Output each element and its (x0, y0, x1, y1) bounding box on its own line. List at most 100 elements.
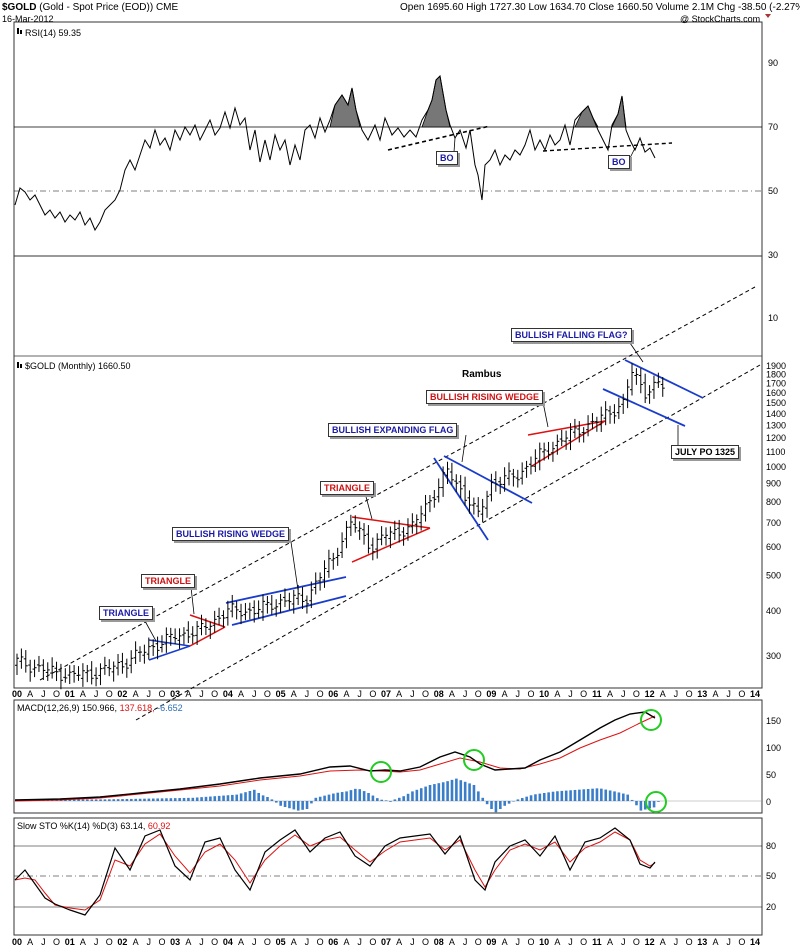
macd-hist-bar (622, 793, 625, 801)
macd-hist-bar (204, 796, 208, 801)
macd-hist-bar (371, 795, 375, 801)
x-label-bottom-9: A (133, 937, 139, 947)
x-label-bottom-56: 14 (750, 937, 760, 947)
x-label-top-37: A (502, 689, 508, 699)
rsi-label: RSI(14) 59.35 (25, 28, 82, 38)
macd-cross-circle-3 (640, 709, 662, 731)
macd-tick-0: 0 (766, 797, 771, 807)
macd-hist-bar (358, 789, 362, 801)
macd-hist-bar (138, 798, 142, 801)
x-label-bottom-42: J (568, 937, 573, 947)
macd-hist-bar (507, 801, 511, 804)
macd-tick-150: 150 (766, 716, 781, 726)
x-label-bottom-26: J (357, 937, 362, 947)
macd-hist-bar (125, 799, 129, 801)
macd-signal-line (14, 715, 656, 802)
macd-hist-bar (604, 789, 608, 801)
macd-hist-bar (446, 781, 449, 801)
macd-hist-bar (257, 793, 261, 801)
sto-k-line (14, 827, 656, 916)
x-label-bottom-3: O (53, 937, 60, 947)
x-label-top-5: A (80, 689, 86, 699)
macd-cross-circle-1 (370, 761, 392, 783)
macd-hist-bar (393, 799, 397, 801)
macd-hist-bar (419, 788, 423, 801)
x-label-bottom-37: A (502, 937, 508, 947)
x-label-top-33: A (449, 689, 455, 699)
macd-hist-bar (160, 798, 164, 801)
x-label-top-20: 05 (276, 689, 286, 699)
x-label-bottom-2: J (41, 937, 46, 947)
macd-hist-bar (239, 793, 243, 801)
macd-hist-bar (573, 789, 577, 801)
macd-tick-100: 100 (766, 743, 781, 753)
macd-hist-bar (169, 798, 173, 801)
macd-hist-bar (560, 790, 564, 801)
x-label-bottom-5: A (80, 937, 86, 947)
macd-hist-bar (499, 801, 502, 809)
macd-hist-bar (657, 801, 660, 802)
annotation-bullish-expanding-flag: BULLISH EXPANDING FLAG (328, 423, 458, 437)
macd-hist-bar (582, 789, 586, 801)
x-label-top-12: 03 (170, 689, 180, 699)
x-label-bottom-21: A (291, 937, 297, 947)
x-label-bottom-22: J (305, 937, 310, 947)
macd-hist-bar (130, 798, 133, 801)
macd-hist-bar (270, 799, 274, 801)
price-tick-1800: 1800 (766, 369, 786, 379)
x-label-top-8: 02 (117, 689, 127, 699)
price-tick-1900: 1900 (766, 361, 786, 371)
macd-hist-bar (397, 797, 401, 801)
x-label-top-39: O (527, 689, 534, 699)
macd-hist-value: -6.652 (157, 703, 183, 713)
price-bars (15, 363, 665, 690)
x-label-top-51: O (686, 689, 693, 699)
macd-hist-bar (200, 797, 203, 801)
price-tick-extra: 10 (768, 313, 778, 323)
x-label-bottom-40: 10 (539, 937, 549, 947)
x-label-bottom-23: O (317, 937, 324, 947)
macd-hist-bar (226, 795, 230, 801)
x-label-top-41: A (554, 689, 560, 699)
macd-hist-bar (336, 792, 340, 801)
x-label-bottom-54: J (726, 937, 731, 947)
macd-hist-bar (384, 800, 388, 801)
macd-hist-bar (441, 782, 445, 801)
macd-hist-bar (406, 793, 410, 801)
macd-hist-bar (591, 788, 594, 801)
x-label-bottom-47: O (633, 937, 640, 947)
x-label-top-27: O (369, 689, 376, 699)
price-tick-900: 900 (766, 478, 781, 488)
x-label-top-26: J (357, 689, 362, 699)
macd-hist-bar (608, 790, 612, 801)
macd-hist-bar (485, 801, 489, 805)
price-tick-300: 300 (766, 651, 781, 661)
macd-hist-bar (222, 795, 225, 801)
x-label-top-21: A (291, 689, 297, 699)
macd-hist-bar (248, 791, 252, 801)
macd-hist-bar (595, 788, 599, 801)
annotation-triangle-1: TRIANGLE (99, 606, 153, 620)
macd-hist-bar (103, 799, 107, 801)
macd-hist-bar (516, 799, 520, 801)
macd-hist-bar (94, 799, 98, 801)
x-label-top-43: O (580, 689, 587, 699)
macd-hist-bar (643, 801, 647, 810)
macd-hist-bar (116, 799, 120, 801)
macd-hist-bar (90, 799, 94, 801)
macd-hist-bar (520, 798, 524, 801)
x-label-bottom-45: A (607, 937, 613, 947)
author-signature: Rambus (462, 369, 502, 380)
annotation-bo-2: BO (608, 155, 630, 169)
macd-line (14, 711, 656, 801)
x-label-top-29: A (396, 689, 402, 699)
x-label-top-4: 01 (65, 689, 75, 699)
price-tick-600: 600 (766, 542, 781, 552)
price-tick-1300: 1300 (766, 421, 786, 431)
x-label-top-32: 08 (434, 689, 444, 699)
macd-hist-bar (626, 794, 630, 801)
x-label-top-11: O (158, 689, 165, 699)
sto-main-value: Slow STO %K(14) %D(3) 63.14, (17, 821, 146, 831)
macd-hist-bar (310, 801, 313, 804)
price-tick-1200: 1200 (766, 433, 786, 443)
